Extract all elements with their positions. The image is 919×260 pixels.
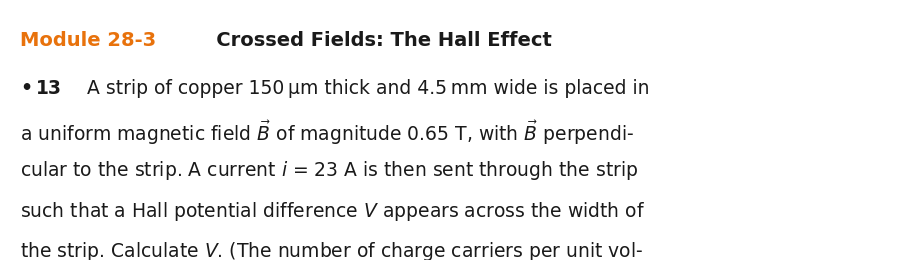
Text: •: • bbox=[20, 79, 32, 98]
Text: A strip of copper 150 μm thick and 4.5 mm wide is placed in: A strip of copper 150 μm thick and 4.5 m… bbox=[70, 79, 650, 98]
Text: cular to the strip. A current $i$ = 23 A is then sent through the strip: cular to the strip. A current $i$ = 23 A… bbox=[20, 159, 639, 182]
Text: 13: 13 bbox=[36, 79, 62, 98]
Text: Crossed Fields: The Hall Effect: Crossed Fields: The Hall Effect bbox=[196, 31, 551, 50]
Text: the strip. Calculate $V$. (The number of charge carriers per unit vol-: the strip. Calculate $V$. (The number of… bbox=[20, 240, 643, 260]
Text: a uniform magnetic field $\vec{B}$ of magnitude 0.65 T, with $\vec{B}$ perpendi-: a uniform magnetic field $\vec{B}$ of ma… bbox=[20, 119, 634, 147]
Text: such that a Hall potential difference $V$ appears across the width of: such that a Hall potential difference $V… bbox=[20, 200, 645, 223]
Text: Module 28-3: Module 28-3 bbox=[20, 31, 156, 50]
